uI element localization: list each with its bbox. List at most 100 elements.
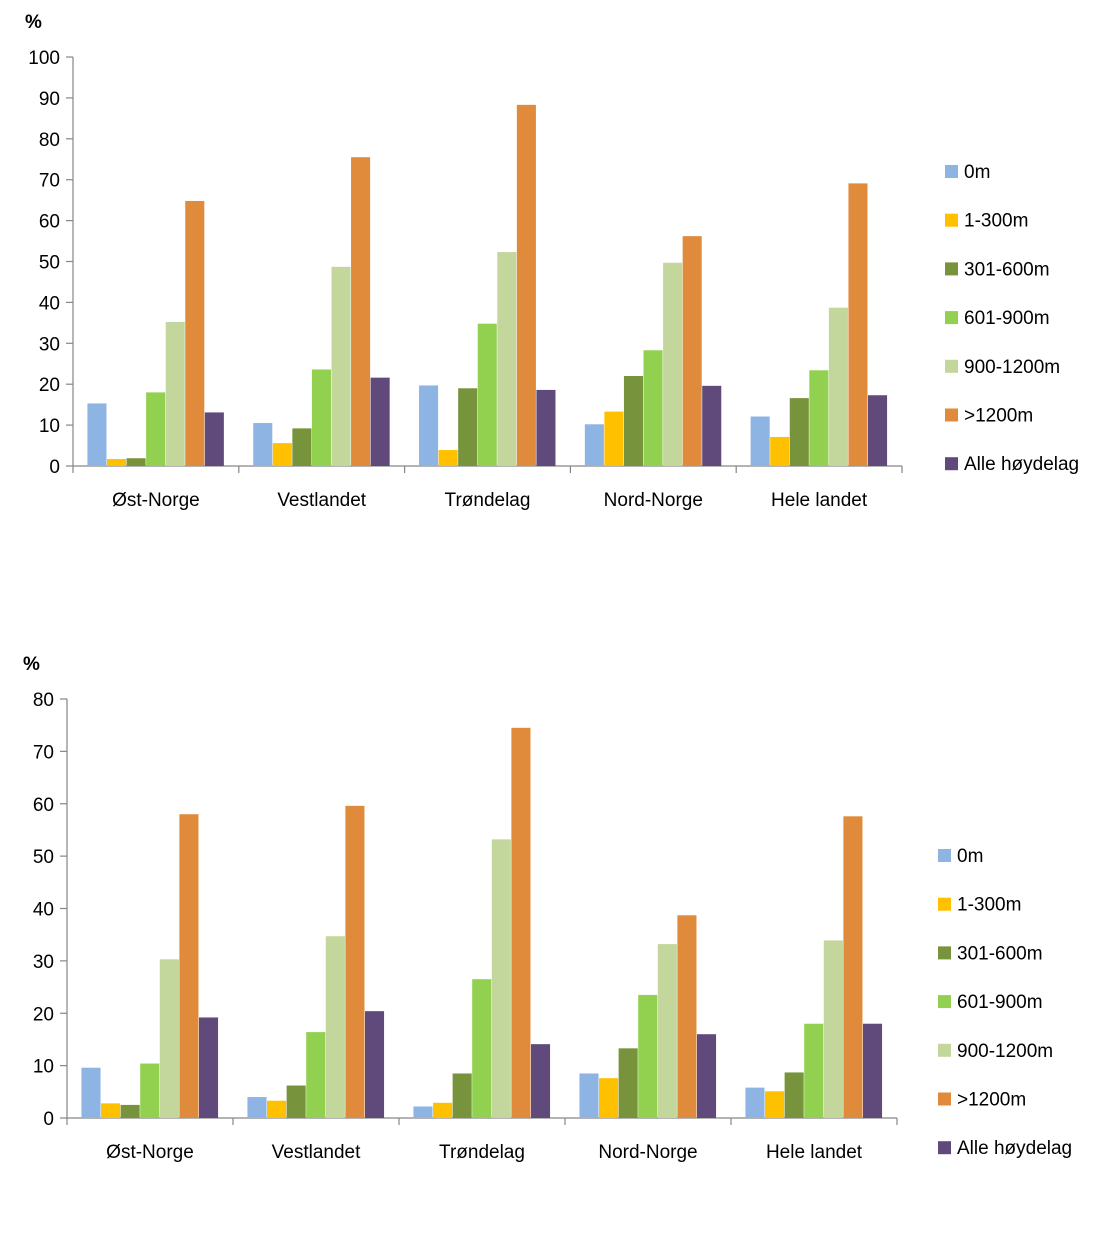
bar-chart-2: % 0 10 20 30 40 50 60 70 80 Øst-Norge Vestlandet Trø… xyxy=(0,620,1113,1248)
bar-1200m-vestlandet xyxy=(351,157,371,466)
bar-301-600m-hele-landet xyxy=(784,1072,804,1118)
x-tick-label: Hele landet xyxy=(771,490,868,511)
bar-900-1200m-trøndelag xyxy=(491,839,511,1118)
bar-0m-nord-norge xyxy=(579,1073,599,1118)
legend-swatch-1200m xyxy=(938,1092,951,1106)
legend-swatch-301-600m xyxy=(945,262,958,276)
y-tick-label: 90 xyxy=(39,89,60,110)
y-tick-label: 50 xyxy=(33,847,54,868)
x-tick-label: Vestlandet xyxy=(277,490,366,511)
bar-1200m-øst-norge xyxy=(179,814,199,1118)
bar-900-1200m-øst-norge xyxy=(159,959,179,1118)
y-tick-label: 100 xyxy=(28,48,60,69)
bar-0m-øst-norge xyxy=(81,1067,101,1118)
bar-1200m-nord-norge xyxy=(677,915,697,1118)
bar-alle-høydelag-vestlandet xyxy=(364,1011,385,1118)
x-tick-label: Trøndelag xyxy=(445,490,531,511)
y-axis-unit-label: % xyxy=(25,12,42,33)
bar-900-1200m-øst-norge xyxy=(165,322,185,466)
legend-label-1-300m: 1-300m xyxy=(957,895,1021,916)
y-tick-label: 70 xyxy=(39,171,60,192)
bar-1200m-nord-norge xyxy=(682,236,702,466)
bar-601-900m-nord-norge xyxy=(643,350,663,466)
y-tick-label: 10 xyxy=(33,1057,54,1078)
y-tick-label: 40 xyxy=(39,293,60,314)
bar-alle-høydelag-øst-norge xyxy=(198,1017,219,1118)
y-tick-label: 30 xyxy=(39,334,60,355)
y-tick-label: 10 xyxy=(39,416,60,437)
legend-label-601-900m: 601-900m xyxy=(964,308,1050,329)
bar-301-600m-hele-landet xyxy=(789,398,809,466)
bar-301-600m-trøndelag xyxy=(458,388,478,466)
bar-900-1200m-vestlandet xyxy=(325,936,345,1118)
legend-label-1200m: >1200m xyxy=(957,1090,1026,1111)
bar-1200m-trøndelag xyxy=(516,104,536,466)
legend-label-601-900m: 601-900m xyxy=(957,992,1043,1013)
legend-swatch-601-900m xyxy=(945,311,958,325)
bar-1-300m-nord-norge xyxy=(599,1078,619,1118)
y-tick-label: 0 xyxy=(49,457,60,478)
bar-chart-1: % 0 10 20 30 40 50 60 70 80 90 100 Øst-Norge Vestland… xyxy=(0,0,1113,620)
legend-label-1200m: >1200m xyxy=(964,406,1033,427)
bar-alle-høydelag-hele-landet xyxy=(868,395,888,466)
bar-0m-nord-norge xyxy=(584,424,604,466)
x-tick-label: Øst-Norge xyxy=(112,490,200,511)
bar-301-600m-nord-norge xyxy=(618,1048,638,1118)
legend-swatch-1-300m xyxy=(945,213,958,227)
bar-601-900m-nord-norge xyxy=(638,994,658,1118)
y-tick-label: 40 xyxy=(33,900,54,921)
bar-0m-vestlandet xyxy=(247,1097,267,1118)
legend-swatch-1-300m xyxy=(938,897,951,911)
legend-swatch-1200m xyxy=(945,408,958,422)
bar-1-300m-hele-landet xyxy=(765,1091,785,1118)
bar-301-600m-vestlandet xyxy=(286,1085,306,1118)
bar-601-900m-hele-landet xyxy=(804,1023,824,1118)
bar-0m-trøndelag xyxy=(419,385,439,466)
x-tick-label: Nord-Norge xyxy=(598,1142,697,1163)
legend-label-900-1200m: 900-1200m xyxy=(957,1041,1053,1062)
y-tick-label: 80 xyxy=(33,690,54,711)
bar-alle-høydelag-nord-norge xyxy=(696,1034,717,1118)
bar-1200m-trøndelag xyxy=(511,727,531,1118)
legend-swatch-301-600m xyxy=(938,946,951,960)
bar-1-300m-vestlandet xyxy=(272,443,292,466)
bar-1200m-vestlandet xyxy=(345,805,365,1118)
bar-0m-trøndelag xyxy=(413,1106,433,1118)
bar-601-900m-øst-norge xyxy=(146,392,166,466)
y-tick-label: 80 xyxy=(39,130,60,151)
legend-label-0m: 0m xyxy=(964,162,990,183)
bar-0m-vestlandet xyxy=(253,423,273,466)
legend-swatch-0m xyxy=(938,849,951,862)
legend-swatch-alle-høydelag xyxy=(938,1141,951,1155)
bar-301-600m-trøndelag xyxy=(452,1073,472,1118)
bar-0m-hele-landet xyxy=(745,1087,765,1118)
bar-1-300m-hele-landet xyxy=(770,436,790,466)
x-tick-label: Hele landet xyxy=(766,1142,863,1163)
bar-chart-2-svg: % 0 10 20 30 40 50 60 70 80 Øst-Norge Vestlandet Trø… xyxy=(23,654,1072,1163)
bar-0m-øst-norge xyxy=(87,403,107,466)
y-tick-label: 20 xyxy=(33,1004,54,1025)
bar-301-600m-nord-norge xyxy=(623,376,644,466)
bar-601-900m-vestlandet xyxy=(311,369,331,466)
bar-alle-høydelag-vestlandet xyxy=(370,377,390,466)
bar-601-900m-trøndelag xyxy=(477,323,497,466)
bar-1-300m-trøndelag xyxy=(433,1102,453,1118)
bar-alle-høydelag-trøndelag xyxy=(536,389,556,466)
legend-label-0m: 0m xyxy=(957,846,983,867)
legend-label-301-600m: 301-600m xyxy=(957,943,1043,964)
bar-900-1200m-nord-norge xyxy=(663,262,683,466)
bar-1200m-hele-landet xyxy=(843,816,863,1118)
y-axis-unit-label: % xyxy=(23,654,40,675)
bar-1-300m-trøndelag xyxy=(438,450,458,466)
bar-0m-hele-landet xyxy=(750,416,770,466)
bar-900-1200m-trøndelag xyxy=(497,252,517,466)
bar-1-300m-nord-norge xyxy=(604,411,624,466)
legend-label-alle-høydelag: Alle høydelag xyxy=(957,1138,1072,1159)
legend-swatch-601-900m xyxy=(938,995,951,1009)
bar-alle-høydelag-nord-norge xyxy=(702,385,722,466)
y-tick-label: 20 xyxy=(39,375,60,396)
legend-swatch-900-1200m xyxy=(938,1043,951,1057)
legend-label-900-1200m: 900-1200m xyxy=(964,357,1060,378)
legend-swatch-alle-høydelag xyxy=(945,457,958,471)
bar-alle-høydelag-trøndelag xyxy=(530,1044,551,1118)
